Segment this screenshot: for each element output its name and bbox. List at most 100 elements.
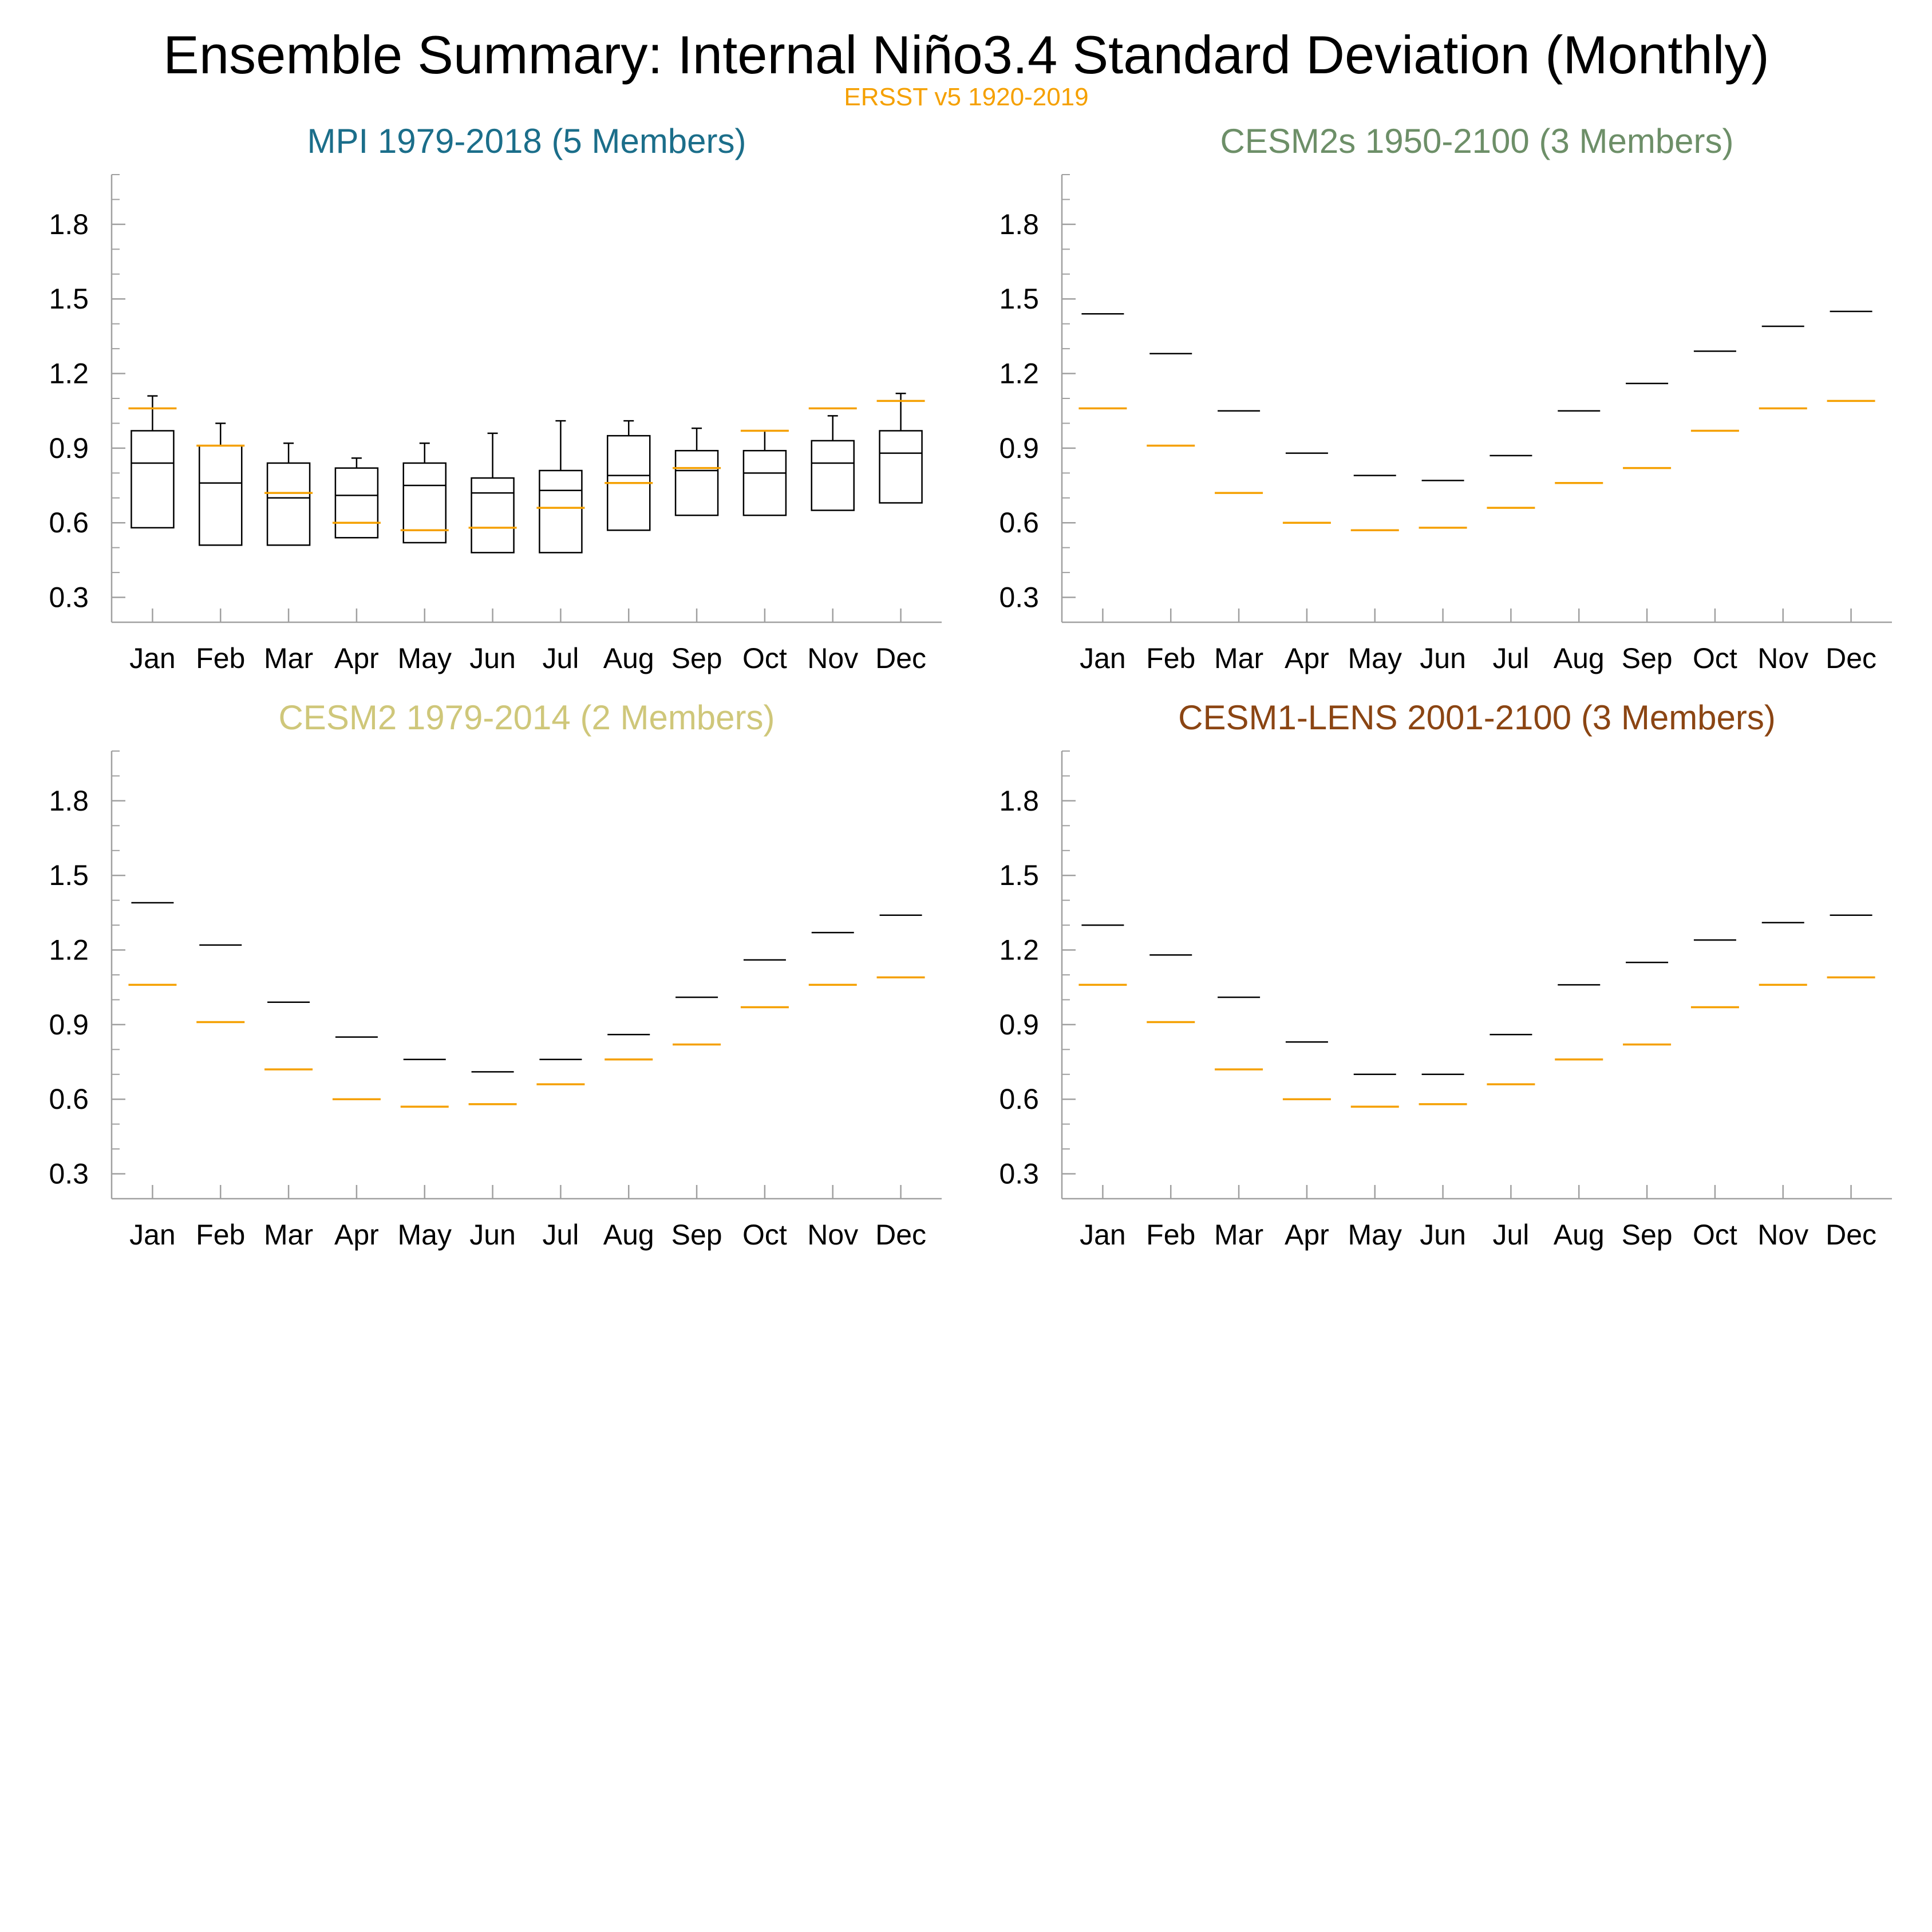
- x-tick-label: Jun: [1420, 642, 1466, 674]
- figure-subtitle: ERSST v5 1920-2019: [844, 83, 1088, 111]
- x-tick-label: Apr: [1285, 642, 1329, 674]
- x-tick-label: Mar: [264, 642, 313, 674]
- y-tick-label: 1.2: [49, 358, 89, 390]
- x-tick-label: Nov: [1757, 642, 1808, 674]
- x-tick-label: May: [1348, 642, 1402, 674]
- panel-title: CESM2 1979-2014 (2 Members): [278, 698, 775, 737]
- y-tick-label: 0.3: [49, 582, 89, 614]
- x-tick-label: Oct: [742, 1219, 787, 1251]
- x-tick-label: Aug: [1554, 1219, 1605, 1251]
- x-tick-label: Dec: [1826, 1219, 1876, 1251]
- x-tick-label: Sep: [671, 1219, 722, 1251]
- x-tick-label: Oct: [1693, 642, 1737, 674]
- y-tick-label: 0.9: [999, 1009, 1039, 1041]
- x-tick-label: Sep: [1622, 1219, 1673, 1251]
- panel-title: CESM1-LENS 2001-2100 (3 Members): [1178, 698, 1776, 737]
- panel-title: CESM2s 1950-2100 (3 Members): [1220, 122, 1733, 160]
- x-tick-label: Feb: [196, 1219, 245, 1251]
- y-tick-label: 0.3: [49, 1158, 89, 1190]
- x-tick-label: Dec: [1826, 642, 1876, 674]
- panel-title: MPI 1979-2018 (5 Members): [307, 122, 746, 160]
- y-tick-label: 0.6: [999, 1083, 1039, 1115]
- x-tick-label: Feb: [196, 642, 245, 674]
- x-tick-label: Jan: [1080, 1219, 1126, 1251]
- x-tick-label: May: [398, 642, 452, 674]
- y-tick-label: 0.6: [49, 507, 89, 539]
- x-tick-label: Jun: [469, 642, 516, 674]
- x-tick-label: Jan: [129, 642, 176, 674]
- y-tick-label: 0.3: [999, 1158, 1039, 1190]
- x-tick-label: May: [1348, 1219, 1402, 1251]
- x-tick-label: Nov: [807, 642, 858, 674]
- box-plot-jun: [471, 432, 515, 554]
- x-tick-label: Aug: [1554, 642, 1605, 674]
- x-tick-label: Apr: [334, 1219, 379, 1251]
- x-tick-label: Jan: [1080, 642, 1126, 674]
- x-tick-label: Jul: [1492, 642, 1529, 674]
- y-tick-label: 1.5: [999, 859, 1039, 891]
- box-plot-jul: [539, 420, 583, 554]
- y-tick-label: 0.9: [49, 1009, 89, 1041]
- x-tick-label: Sep: [671, 642, 722, 674]
- chart-panel-3: CESM2 1979-2014 (2 Members) 0.3 0.6 0.9 1.2 1…: [49, 698, 942, 1251]
- box-plot-may: [402, 442, 447, 544]
- y-tick-label: 1.8: [49, 785, 89, 817]
- x-tick-label: Feb: [1146, 642, 1195, 674]
- box-body: [811, 440, 855, 511]
- box-plot-jan: [131, 395, 175, 529]
- chart-panel-4: CESM1-LENS 2001-2100 (3 Members) 0.3 0.6 0.…: [999, 698, 1892, 1251]
- x-tick-label: Mar: [1214, 1219, 1263, 1251]
- box-body: [742, 449, 787, 516]
- box-body: [879, 430, 923, 504]
- x-tick-label: Jun: [1420, 1219, 1466, 1251]
- y-tick-label: 1.2: [49, 934, 89, 966]
- x-tick-label: Feb: [1146, 1219, 1195, 1251]
- x-tick-label: Oct: [1693, 1219, 1737, 1251]
- chart-panel-1: MPI 1979-2018 (5 Members) 0.3 0.6 0.9 1.2 1.5…: [49, 122, 942, 674]
- x-tick-label: Mar: [264, 1219, 313, 1251]
- x-tick-label: Jun: [469, 1219, 516, 1251]
- box-body: [334, 467, 379, 539]
- x-tick-label: Jul: [542, 642, 579, 674]
- box-plot-nov: [811, 415, 855, 511]
- box-plot-dec: [879, 393, 923, 504]
- x-tick-label: Apr: [1285, 1219, 1329, 1251]
- y-tick-label: 1.5: [999, 283, 1039, 315]
- x-tick-label: Nov: [807, 1219, 858, 1251]
- x-tick-label: Sep: [1622, 642, 1673, 674]
- box-body: [131, 430, 175, 529]
- x-tick-label: Oct: [742, 642, 787, 674]
- figure-title: Ensemble Summary: Internal Niño3.4 Stand…: [163, 25, 1769, 85]
- x-tick-label: Mar: [1214, 642, 1263, 674]
- x-tick-label: May: [398, 1219, 452, 1251]
- y-tick-label: 0.6: [999, 507, 1039, 539]
- y-tick-label: 1.2: [999, 358, 1039, 390]
- box-body: [674, 449, 719, 516]
- y-tick-label: 1.8: [999, 785, 1039, 817]
- box-plot-apr: [334, 457, 379, 539]
- box-body: [539, 469, 583, 554]
- x-tick-label: Apr: [334, 642, 379, 674]
- x-tick-label: Dec: [875, 642, 926, 674]
- chart-panel-2: CESM2s 1950-2100 (3 Members) 0.3 0.6 0.9 1.2…: [999, 122, 1892, 674]
- x-tick-label: Jan: [129, 1219, 176, 1251]
- y-tick-label: 0.9: [49, 432, 89, 464]
- y-tick-label: 0.3: [999, 582, 1039, 614]
- y-tick-label: 1.8: [49, 208, 89, 240]
- panels: MPI 1979-2018 (5 Members) 0.3 0.6 0.9 1.2 1.5…: [49, 122, 1892, 1251]
- y-tick-label: 1.8: [999, 208, 1039, 240]
- box-plot-mar: [266, 442, 311, 546]
- x-tick-label: Nov: [1757, 1219, 1808, 1251]
- x-tick-label: Jul: [1492, 1219, 1529, 1251]
- box-body: [402, 462, 447, 544]
- box-body: [471, 477, 515, 554]
- y-tick-label: 1.5: [49, 859, 89, 891]
- x-tick-label: Jul: [542, 1219, 579, 1251]
- y-tick-label: 0.9: [999, 432, 1039, 464]
- box-body: [266, 462, 311, 546]
- y-tick-label: 0.6: [49, 1083, 89, 1115]
- x-tick-label: Dec: [875, 1219, 926, 1251]
- x-tick-label: Aug: [603, 1219, 654, 1251]
